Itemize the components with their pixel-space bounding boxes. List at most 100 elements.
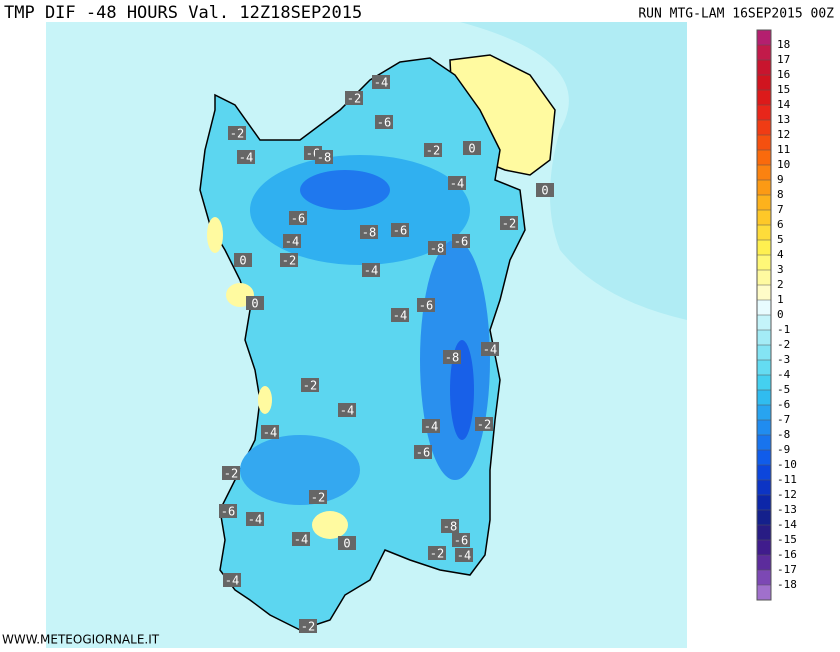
contour-label-box <box>289 211 307 225</box>
contour-label-box <box>463 141 481 155</box>
contour-label-box <box>345 91 363 105</box>
colorbar-label: -5 <box>777 383 790 396</box>
contour-label-box <box>536 183 554 197</box>
contour-label: -6 <box>419 299 433 313</box>
colorbar-label: 2 <box>777 278 784 291</box>
colorbar-label: -4 <box>777 368 791 381</box>
warm-area <box>207 217 223 253</box>
colorbar-label: 17 <box>777 53 790 66</box>
colorbar-swatch <box>757 585 771 600</box>
colorbar-swatch <box>757 450 771 465</box>
contour-label-box <box>237 150 255 164</box>
contour-label: -6 <box>454 534 468 548</box>
colorbar-label: 3 <box>777 263 784 276</box>
colorbar-label: 9 <box>777 173 784 186</box>
colorbar-swatch <box>757 540 771 555</box>
contour-label-box <box>309 490 327 504</box>
contour-label-box <box>261 425 279 439</box>
colorbar-swatch <box>757 360 771 375</box>
colorbar-label: 15 <box>777 83 790 96</box>
contour-label-box <box>219 504 237 518</box>
contour-label: -2 <box>347 92 361 106</box>
contour-label: -2 <box>303 379 317 393</box>
colorbar-swatch <box>757 405 771 420</box>
colorbar-swatch <box>757 180 771 195</box>
contour-label: -8 <box>445 351 459 365</box>
colorbar-swatch <box>757 525 771 540</box>
contour-label: -6 <box>454 235 468 249</box>
colorbar-swatch <box>757 375 771 390</box>
colorbar-swatch <box>757 75 771 90</box>
contour-label: 0 <box>468 142 475 156</box>
contour-label: -4 <box>457 549 471 563</box>
colorbar-swatch <box>757 45 771 60</box>
contour-label-box <box>338 536 356 550</box>
contour-label: -4 <box>393 309 407 323</box>
colorbar-label: -12 <box>777 488 797 501</box>
cold-area <box>240 435 360 505</box>
contour-label-box <box>422 419 440 433</box>
contour-label: -8 <box>362 226 376 240</box>
colorbar-swatch <box>757 420 771 435</box>
colorbar-swatch <box>757 135 771 150</box>
colorbar-label: 14 <box>777 98 791 111</box>
contour-label-box <box>292 532 310 546</box>
contour-label: -6 <box>221 505 235 519</box>
run-info: RUN MTG-LAM 16SEP2015 00Z <box>638 7 834 22</box>
colorbar-swatch <box>757 285 771 300</box>
contour-label: -2 <box>477 418 491 432</box>
colorbar-swatch <box>757 210 771 225</box>
colorbar-label: 0 <box>777 308 784 321</box>
colorbar-swatch <box>757 330 771 345</box>
colorbar-swatch <box>757 300 771 315</box>
colorbar-swatch <box>757 555 771 570</box>
cold-area <box>300 170 390 210</box>
contour-label-box <box>452 533 470 547</box>
colorbar-label: 16 <box>777 68 790 81</box>
contour-label: 0 <box>251 297 258 311</box>
contour-label: -8 <box>443 520 457 534</box>
contour-label: -8 <box>317 151 331 165</box>
sea-shade <box>460 22 687 320</box>
contour-label-box <box>315 150 333 164</box>
colorbar-swatch <box>757 120 771 135</box>
colorbar-label: 5 <box>777 233 784 246</box>
contour-label-box <box>372 75 390 89</box>
contour-label: -6 <box>393 224 407 238</box>
colorbar-label: 7 <box>777 203 784 216</box>
contour-label-box <box>283 234 301 248</box>
colorbar-label: -15 <box>777 533 797 546</box>
colorbar-swatch <box>757 270 771 285</box>
contour-label: -4 <box>248 513 262 527</box>
colorbar-label: -13 <box>777 503 797 516</box>
contour-label-box <box>246 512 264 526</box>
colorbar-swatch <box>757 240 771 255</box>
contour-label: -2 <box>230 127 244 141</box>
contour-label: -4 <box>424 420 438 434</box>
colorbar-label: -1 <box>777 323 790 336</box>
contour-label-box <box>234 253 252 267</box>
colorbar-label: -11 <box>777 473 797 486</box>
contour-label: -4 <box>340 404 354 418</box>
colorbar-swatch <box>757 510 771 525</box>
colorbar-swatch <box>757 30 771 45</box>
cold-area <box>450 340 474 440</box>
contour-label-box <box>223 573 241 587</box>
contour-label: -2 <box>282 254 296 268</box>
contour-label-box <box>391 223 409 237</box>
contour-label-box <box>475 417 493 431</box>
colorbar-swatch <box>757 150 771 165</box>
contour-label-box <box>500 216 518 230</box>
contour-label-box <box>299 619 317 633</box>
colorbar-label: -2 <box>777 338 790 351</box>
contour-label: -6 <box>377 116 391 130</box>
contour-label: -2 <box>430 547 444 561</box>
contour-label: 0 <box>541 184 548 198</box>
contour-label-box <box>222 466 240 480</box>
contour-label-box <box>455 548 473 562</box>
contour-label-box <box>428 241 446 255</box>
contour-label-box <box>360 225 378 239</box>
contour-label-box <box>441 519 459 533</box>
contour-label: 0 <box>343 537 350 551</box>
colorbar-label: -3 <box>777 353 790 366</box>
